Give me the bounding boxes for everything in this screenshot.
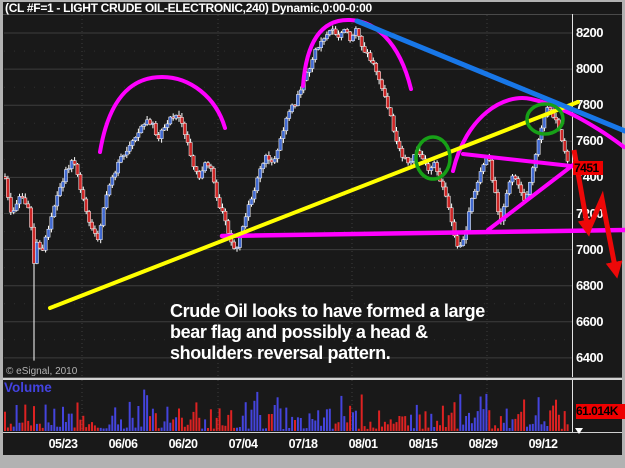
pane-separator[interactable]: [3, 377, 622, 380]
volume-pane-label: Volume: [4, 380, 52, 395]
price-axis-label: 6400: [576, 349, 603, 365]
last-price-flag: 7451: [573, 161, 603, 175]
candlestick-series: [4, 25, 570, 361]
annotation-line-1: Crude Oil looks to have formed a large: [170, 301, 485, 321]
date-axis-label: 07/04: [228, 437, 258, 451]
projection-arrow-2[interactable]: [585, 190, 623, 279]
chart-title: (CL #F=1 - LIGHT CRUDE OIL-ELECTRONIC,24…: [5, 1, 372, 15]
head-arc[interactable]: [301, 17, 413, 91]
last-volume-flag: 61.014K: [576, 404, 625, 419]
price-axis-label: 8000: [576, 61, 603, 77]
date-axis-label: 08/15: [408, 437, 438, 451]
date-axis-label: 05/23: [48, 437, 78, 451]
price-axis-label: 7800: [576, 97, 603, 113]
support-line[interactable]: [219, 227, 625, 239]
date-axis-label: 06/20: [168, 437, 198, 451]
date-axis-label: 09/12: [528, 437, 558, 451]
title-separator: [3, 14, 622, 15]
price-axis-label: 6600: [576, 313, 603, 329]
price-axis-label: 7600: [576, 133, 603, 149]
left-shoulder-arc[interactable]: [98, 74, 227, 154]
annotation-line-2: bear flag and possibly a head &: [170, 322, 428, 342]
price-axis-label: 8200: [576, 25, 603, 40]
date-axis-separator: [3, 432, 622, 433]
volume-scale-marker-icon: [575, 428, 583, 434]
annotation-line-3: shoulders reversal pattern.: [170, 343, 391, 363]
price-axis-separator: [572, 14, 573, 433]
breakout-circle-right[interactable]: [525, 102, 565, 136]
volume-bar-series: [4, 389, 569, 431]
price-axis-label: 7000: [576, 241, 603, 257]
analysis-annotation: Crude Oil looks to have formed a large b…: [170, 301, 485, 364]
bear-flag-upper-line[interactable]: [461, 152, 591, 170]
right-shoulder-arc[interactable]: [451, 96, 625, 173]
breakout-circle-left[interactable]: [414, 135, 452, 181]
bear-flag-lower-line[interactable]: [486, 160, 579, 232]
date-axis-label: 06/06: [108, 437, 138, 451]
date-axis-label: 07/18: [288, 437, 318, 451]
yellow-uptrend-line[interactable]: [48, 100, 580, 310]
date-axis-label: 08/29: [468, 437, 498, 451]
copyright-notice: © eSignal, 2010: [6, 366, 78, 377]
date-axis-label: 08/01: [348, 437, 378, 451]
blue-downtrend-line[interactable]: [354, 18, 625, 134]
price-axis-label: 6800: [576, 277, 603, 293]
